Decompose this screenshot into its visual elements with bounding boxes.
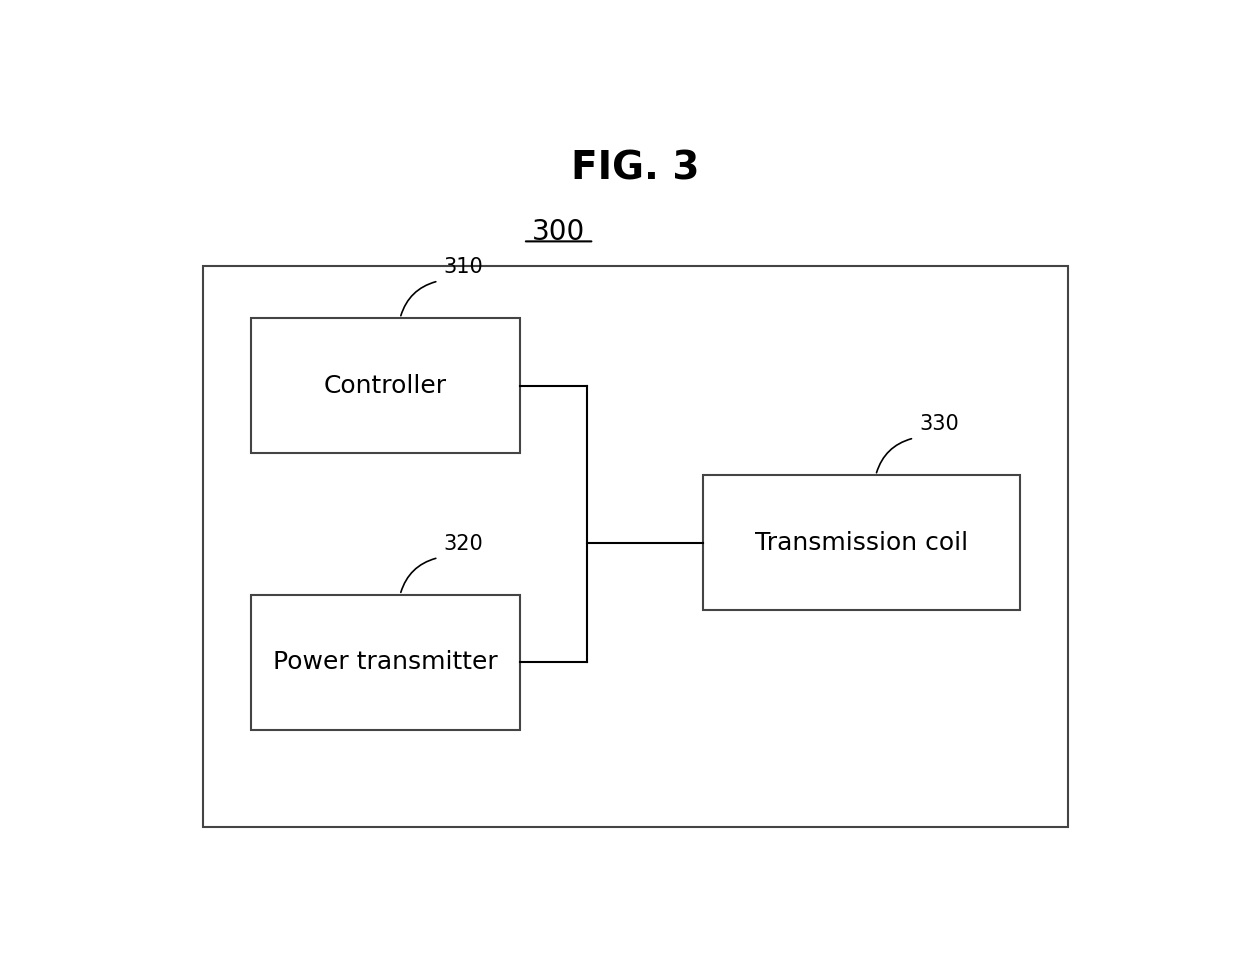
Text: Controller: Controller [324, 374, 448, 398]
Text: 320: 320 [444, 534, 484, 553]
Text: Power transmitter: Power transmitter [273, 651, 498, 674]
Bar [250, 595, 521, 729]
Text: FIG. 3: FIG. 3 [572, 150, 699, 187]
Text: 330: 330 [919, 415, 959, 434]
Text: 310: 310 [444, 257, 484, 278]
Bar [250, 318, 521, 452]
Text: 300: 300 [532, 218, 585, 247]
Bar [703, 476, 1019, 610]
Text: Transmission coil: Transmission coil [755, 531, 968, 554]
Bar [203, 266, 1068, 827]
